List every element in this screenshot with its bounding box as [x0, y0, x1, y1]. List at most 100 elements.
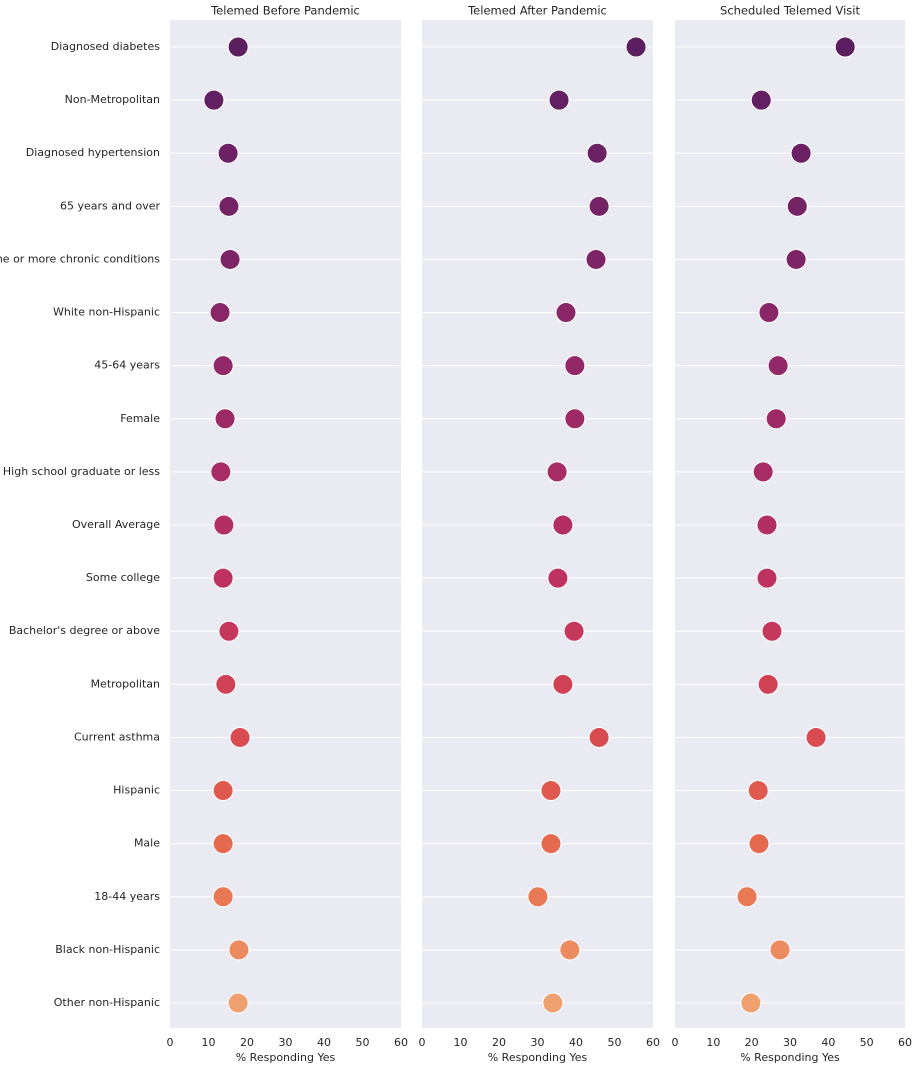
dot: [229, 726, 251, 748]
dot: [212, 833, 234, 855]
dot: [786, 195, 808, 217]
category-label: Current asthma: [74, 730, 160, 743]
x-tick-label: 60: [394, 1036, 408, 1049]
x-tick-label: 50: [860, 1036, 874, 1049]
category-label: Metropolitan: [91, 677, 160, 690]
dot: [736, 886, 758, 908]
x-tick-label: 50: [608, 1036, 622, 1049]
dot: [214, 408, 236, 430]
category-label: Diagnosed hypertension: [26, 146, 160, 159]
dot: [210, 461, 232, 483]
dot: [552, 514, 574, 536]
dot: [228, 939, 250, 961]
dot: [212, 567, 234, 589]
category-label: High school graduate or less: [3, 465, 160, 478]
x-tick-label: 10: [706, 1036, 720, 1049]
category-label: 18-44 years: [94, 890, 160, 903]
category-label: 45-64 years: [94, 359, 160, 372]
x-tick-label: 30: [279, 1036, 293, 1049]
category-label: Overall Average: [72, 518, 160, 531]
x-tick-label: 40: [821, 1036, 835, 1049]
category-label: Black non-Hispanic: [55, 943, 160, 956]
x-tick-label: 30: [783, 1036, 797, 1049]
category-label: Hispanic: [113, 784, 160, 797]
dot: [769, 939, 791, 961]
dot: [761, 620, 783, 642]
panel-background: [422, 20, 653, 1028]
dot: [750, 89, 772, 111]
dot: [209, 302, 231, 324]
dot: [586, 142, 608, 164]
category-label: Male: [134, 837, 160, 850]
dot: [563, 620, 585, 642]
dot: [527, 886, 549, 908]
dot: [748, 833, 770, 855]
dot: [212, 886, 234, 908]
dot: [756, 567, 778, 589]
dot: [217, 142, 239, 164]
x-tick-label: 0: [672, 1036, 679, 1049]
dot: [547, 567, 569, 589]
x-tick-label: 60: [898, 1036, 912, 1049]
dot: [564, 355, 586, 377]
x-tick-label: 20: [745, 1036, 759, 1049]
x-tick-label: 40: [317, 1036, 331, 1049]
x-tick-label: 20: [240, 1036, 254, 1049]
category-label: White non-Hispanic: [53, 306, 160, 319]
dot: [218, 195, 240, 217]
dot: [555, 302, 577, 324]
category-label: One or more chronic conditions: [0, 252, 160, 265]
x-axis-label: % Responding Yes: [488, 1051, 588, 1064]
dot: [213, 514, 235, 536]
dot: [756, 514, 778, 536]
panel-title: Scheduled Telemed Visit: [720, 4, 860, 18]
dot: [740, 992, 762, 1014]
x-tick-label: 60: [646, 1036, 660, 1049]
dot: [625, 36, 647, 58]
category-label: Other non-Hispanic: [54, 996, 160, 1009]
x-tick-label: 50: [356, 1036, 370, 1049]
dot: [588, 195, 610, 217]
x-tick-label: 40: [569, 1036, 583, 1049]
category-label: Bachelor's degree or above: [9, 624, 160, 637]
dot: [564, 408, 586, 430]
dot: [212, 355, 234, 377]
dot: [588, 726, 610, 748]
dot: [542, 992, 564, 1014]
dot: [752, 461, 774, 483]
category-label: Some college: [86, 571, 160, 584]
category-label: Female: [120, 412, 160, 425]
x-tick-label: 10: [454, 1036, 468, 1049]
dot: [834, 36, 856, 58]
dot: [215, 673, 237, 695]
x-tick-label: 20: [492, 1036, 506, 1049]
dot: [218, 620, 240, 642]
dot: [559, 939, 581, 961]
dot: [227, 992, 249, 1014]
panel-background: [170, 20, 401, 1028]
x-tick-label: 10: [202, 1036, 216, 1049]
dot: [767, 355, 789, 377]
dot: [757, 673, 779, 695]
dot: [747, 780, 769, 802]
dot: [758, 302, 780, 324]
dot: [219, 248, 241, 270]
dot: [790, 142, 812, 164]
dot: [785, 248, 807, 270]
dot: [552, 673, 574, 695]
dot: [212, 780, 234, 802]
x-axis-label: % Responding Yes: [740, 1051, 840, 1064]
dot: [765, 408, 787, 430]
panel-background: [675, 20, 905, 1028]
dot: [540, 833, 562, 855]
panel-title: Telemed After Pandemic: [467, 4, 607, 18]
dot: [227, 36, 249, 58]
panel-title: Telemed Before Pandemic: [210, 4, 360, 18]
x-tick-label: 0: [167, 1036, 174, 1049]
dot: [548, 89, 570, 111]
category-label: Diagnosed diabetes: [51, 40, 161, 53]
category-label: 65 years and over: [60, 199, 160, 212]
dot: [203, 89, 225, 111]
x-tick-label: 30: [531, 1036, 545, 1049]
